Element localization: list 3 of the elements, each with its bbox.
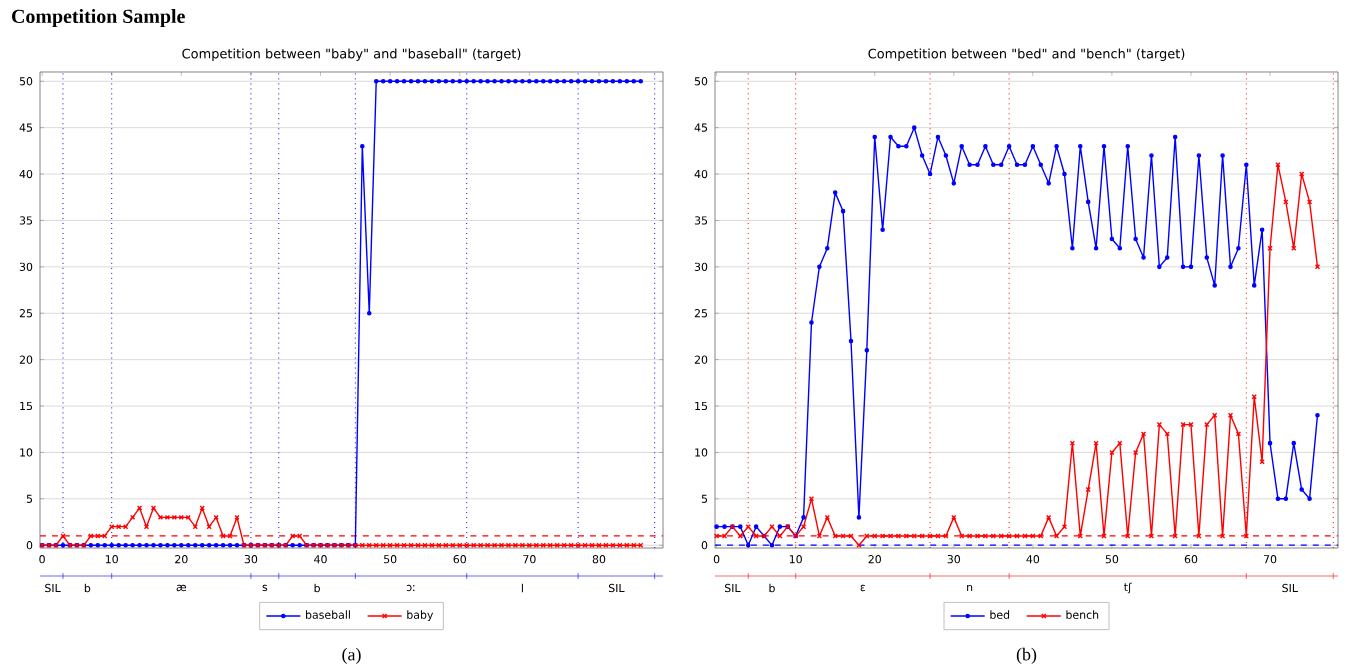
text: (b) bbox=[1016, 647, 1037, 665]
text: (a) bbox=[342, 647, 361, 665]
text: Competition Sample bbox=[12, 9, 185, 28]
